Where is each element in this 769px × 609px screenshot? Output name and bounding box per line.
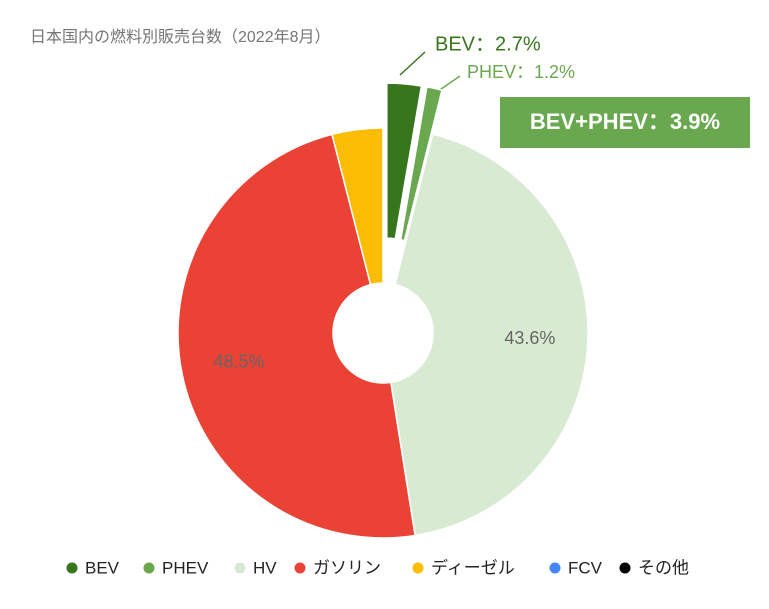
data-label: 43.6%	[504, 328, 555, 348]
legend-label: HV	[253, 558, 277, 577]
annotation-box	[500, 97, 750, 148]
legend-marker	[234, 562, 246, 574]
callout-line	[399, 51, 426, 76]
slice	[386, 82, 423, 240]
annotation: BEV+PHEV：3.9%	[530, 109, 720, 134]
legend-marker	[294, 562, 306, 574]
legend-label: ガソリン	[313, 558, 381, 577]
slice	[399, 86, 443, 242]
slice	[177, 133, 416, 539]
data-label: BEV：2.7%	[435, 33, 541, 55]
legend-marker	[619, 562, 631, 574]
chart-title: 日本国内の燃料別販売台数（2022年8月）	[30, 28, 331, 46]
data-label: 48.5%	[214, 352, 265, 372]
legend-label: ディーゼル	[431, 557, 515, 577]
slice	[331, 127, 384, 286]
legend-label: BEV	[85, 558, 120, 577]
legend-marker	[143, 562, 155, 574]
legend-label: その他	[638, 558, 689, 577]
data-label: PHEV：1.2%	[467, 62, 575, 82]
legend-marker	[66, 562, 78, 574]
legend-marker	[549, 562, 561, 574]
legend-marker	[412, 562, 424, 574]
slice	[389, 133, 589, 537]
legend-label: FCV	[568, 558, 603, 577]
legend-label: PHEV	[162, 558, 209, 577]
